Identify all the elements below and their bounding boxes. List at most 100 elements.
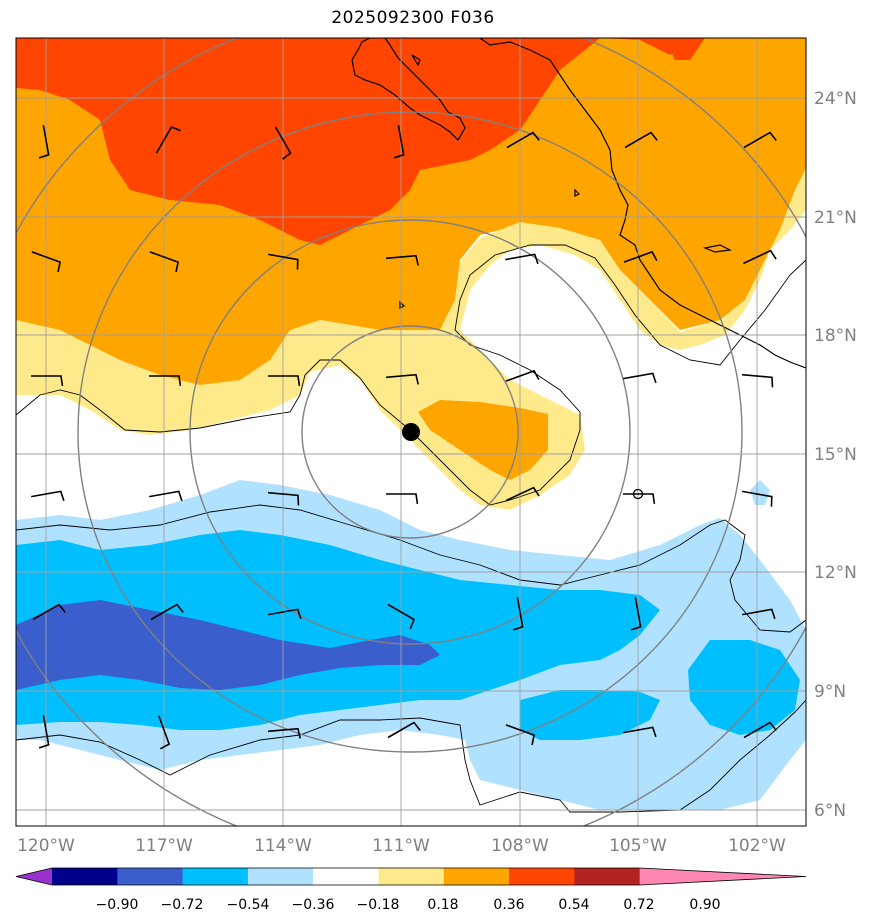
- wind-barb: [743, 721, 777, 739]
- wind-barb: [743, 249, 777, 265]
- colorbar-extend-max: [639, 868, 806, 885]
- storm-center-marker: [402, 423, 420, 441]
- colorbar-outline: [15, 867, 807, 886]
- field-royalblue: [16, 600, 440, 690]
- latitude-labels: 24°N 21°N 18°N 15°N 12°N 9°N 6°N: [814, 89, 857, 821]
- hollow-circle-marker: [632, 488, 644, 500]
- colorbar-tick-label: −0.36: [292, 897, 335, 913]
- contour-lines: [16, 244, 806, 813]
- lon-label: 108°W: [491, 836, 549, 856]
- field-cyan-south: [520, 690, 660, 740]
- wind-barb: [149, 375, 182, 387]
- field-orange-blob: [418, 400, 548, 480]
- colorbar-segment: [182, 868, 249, 885]
- wind-barb: [506, 131, 540, 149]
- wind-barb: [31, 490, 65, 502]
- wind-barb: [623, 372, 657, 384]
- map-frame: [15, 37, 807, 827]
- wind-barb: [624, 131, 658, 149]
- wind-barbs: [31, 125, 777, 750]
- lat-label: 15°N: [814, 445, 857, 465]
- colorbar-segment: [509, 868, 575, 885]
- map-title: 2025092300 F036: [331, 8, 495, 28]
- wind-barb: [385, 254, 420, 266]
- wind-barb: [386, 493, 419, 505]
- lon-label: 114°W: [254, 836, 312, 856]
- wind-barb: [387, 721, 421, 739]
- wind-barb: [149, 490, 183, 502]
- lat-label: 9°N: [814, 682, 846, 702]
- colorbar-segment: [313, 868, 379, 885]
- wind-barb: [742, 608, 776, 620]
- lon-label: 111°W: [372, 836, 430, 856]
- colorbar-segment: [247, 868, 314, 885]
- wind-barb: [155, 126, 182, 154]
- longitude-labels: 120°W 117°W 114°W 111°W 108°W 105°W 102°…: [17, 836, 786, 856]
- lat-label: 18°N: [814, 326, 857, 346]
- wind-barb: [149, 251, 180, 273]
- wind-barb: [267, 491, 300, 506]
- wind-barb: [387, 603, 415, 630]
- colorbar-segment: [378, 868, 445, 885]
- wind-barb: [150, 603, 184, 621]
- colorbar-tick-label: −0.54: [227, 897, 270, 913]
- wind-barb: [623, 726, 657, 738]
- field-lightblue-small: [750, 480, 770, 505]
- wind-barb: [31, 375, 64, 387]
- wind-barb: [505, 724, 536, 746]
- wind-barb: [268, 253, 299, 270]
- wind-barb: [506, 486, 540, 502]
- wind-barb: [742, 490, 773, 507]
- wind-barb: [268, 608, 302, 620]
- colorbar-labels: −0.90 −0.72 −0.54 −0.36 −0.18 0.18 0.36 …: [96, 897, 721, 913]
- colorbar-segment: [52, 868, 118, 885]
- colorbar-tick-label: −0.72: [161, 897, 204, 913]
- colorbar-segment: [117, 868, 184, 885]
- lon-label: 102°W: [728, 836, 786, 856]
- wind-barb: [32, 603, 66, 621]
- colorbar-tick-label: 0.36: [493, 897, 524, 913]
- wind-barb: [623, 250, 658, 263]
- wind-barb: [512, 597, 524, 631]
- colorbar-tick-label: 0.18: [427, 897, 458, 913]
- wind-barb: [630, 597, 642, 631]
- lat-label: 24°N: [814, 89, 857, 109]
- wind-barb: [385, 373, 420, 385]
- colorbar-tick-label: 0.72: [623, 897, 654, 913]
- field-cyan-east: [688, 640, 800, 735]
- colorbar-tick-label: −0.18: [357, 897, 400, 913]
- lat-label: 12°N: [814, 563, 857, 583]
- colorbar-tick-label: 0.54: [558, 897, 589, 913]
- colorbar-segment: [443, 868, 510, 885]
- field-darkred-ne: [665, 38, 705, 60]
- wind-barb: [505, 369, 540, 382]
- wind-barb: [38, 125, 50, 159]
- lon-label: 117°W: [135, 836, 193, 856]
- distance-rings: [16, 38, 806, 826]
- wind-barb: [267, 727, 302, 739]
- wind-barb: [505, 253, 539, 265]
- colorbar: [15, 867, 807, 886]
- lat-label: 21°N: [814, 208, 857, 228]
- field-yellow-band: [16, 168, 806, 510]
- colorbar-extend-min: [16, 868, 52, 885]
- wind-barb: [38, 715, 50, 749]
- colorbar-segment: [574, 868, 641, 885]
- wind-barb: [393, 125, 405, 159]
- wind-barb: [268, 375, 301, 387]
- wind-barb: [31, 251, 62, 273]
- wind-barb: [741, 373, 774, 388]
- colorbar-tick-label: −0.90: [96, 897, 139, 913]
- wind-barb: [158, 715, 171, 750]
- lon-label: 105°W: [609, 836, 667, 856]
- coastline: [351, 38, 806, 369]
- graticule: [16, 38, 806, 826]
- map-area: [16, 38, 806, 826]
- lat-label: 6°N: [814, 801, 846, 821]
- lon-label: 120°W: [17, 836, 75, 856]
- field-darkred-north: [16, 38, 806, 245]
- wind-barb: [274, 126, 292, 160]
- colorbar-tick-label: 0.90: [689, 897, 720, 913]
- wind-barb: [743, 131, 777, 149]
